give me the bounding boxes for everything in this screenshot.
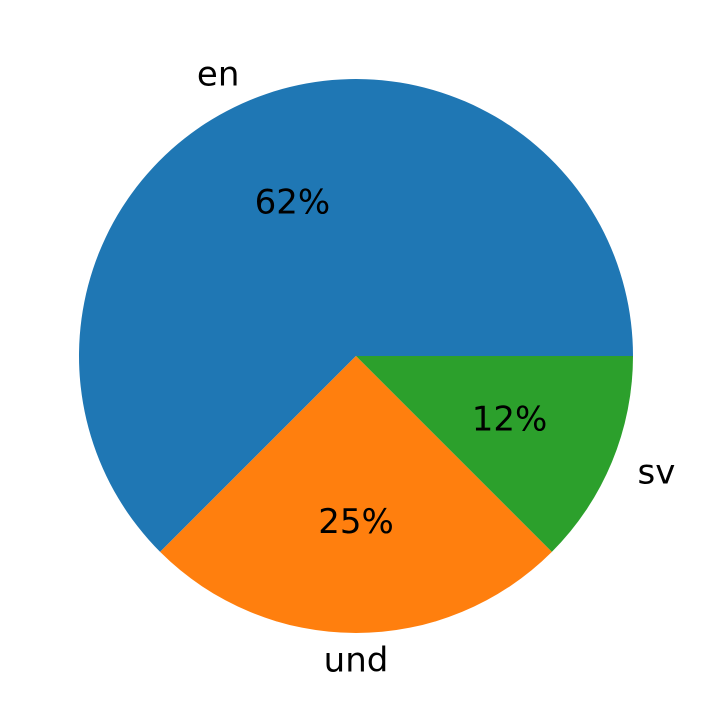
pie-slice-en	[78, 78, 634, 552]
category-label-und: und	[324, 641, 389, 681]
pie-slices	[78, 78, 634, 634]
percent-label-en: 62%	[255, 182, 331, 222]
pie-slice-und	[160, 356, 552, 634]
pie-labels: en 62% und 25% sv 12%	[197, 54, 675, 680]
percent-label-und: 25%	[318, 502, 394, 542]
category-label-en: en	[197, 54, 239, 94]
percent-label-sv: 12%	[472, 400, 548, 440]
pie-slice-sv	[356, 356, 633, 552]
category-label-sv: sv	[638, 453, 676, 493]
